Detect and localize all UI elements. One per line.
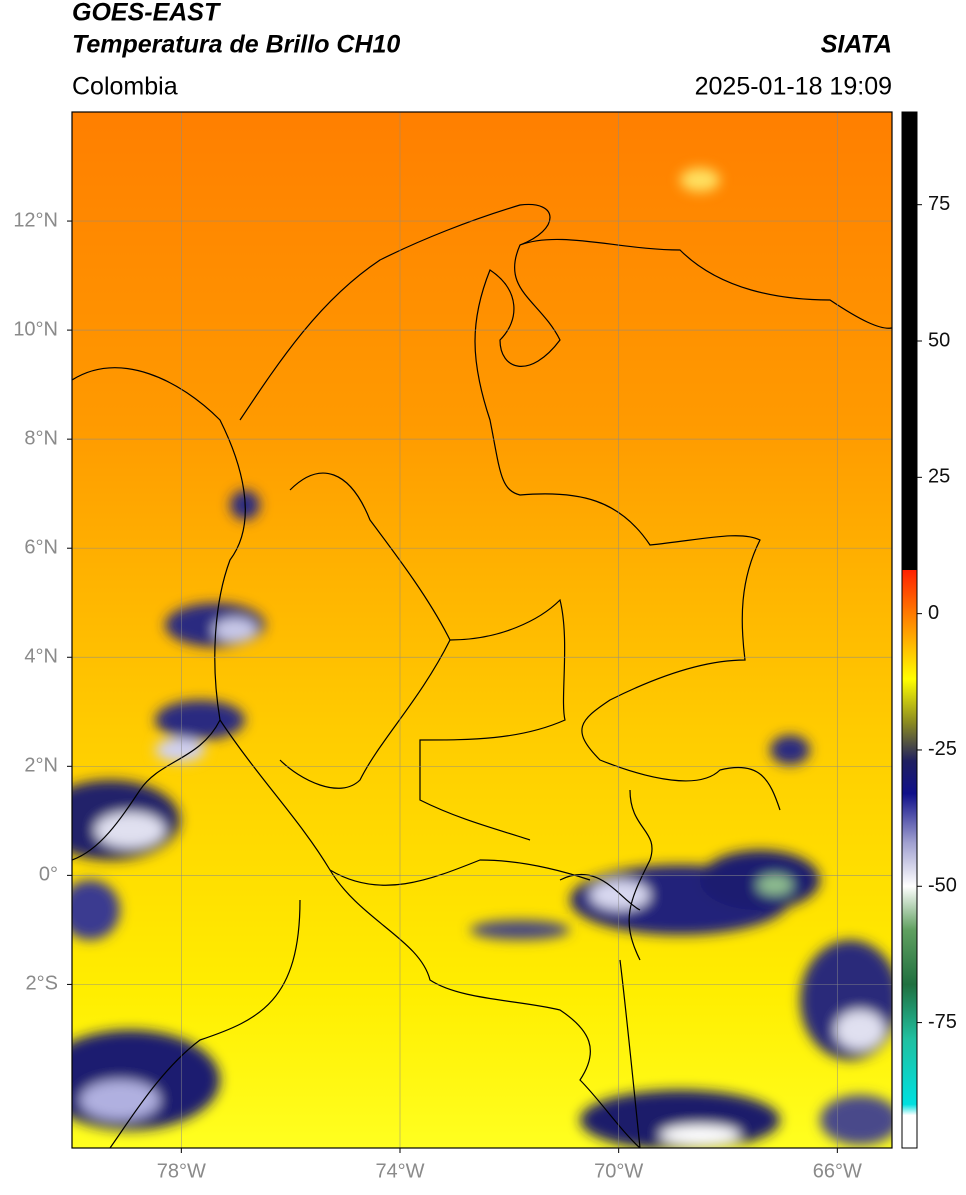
y-tick-label: 8°N	[24, 427, 58, 449]
map-frame	[71, 111, 893, 1149]
colorbar-tick-label: -50	[928, 875, 957, 897]
y-tick-label: 2°S	[26, 973, 58, 995]
x-tick-label: 66°W	[813, 1160, 862, 1182]
source: SIATA	[821, 31, 892, 59]
colorbar-tick-label: 50	[928, 329, 950, 351]
x-tick-label: 78°W	[157, 1160, 206, 1182]
y-tick-label: 2°N	[24, 755, 58, 777]
subtitle: Temperatura de Brillo CH10	[72, 31, 400, 59]
colorbar-tick-label: 25	[928, 466, 950, 488]
clouds	[72, 168, 892, 1148]
colorbar-tick-label: 0	[928, 602, 939, 624]
grid	[72, 112, 892, 1148]
title: GOES-EAST	[72, 0, 222, 27]
colorbar-tick-label: -75	[928, 1011, 957, 1033]
region: Colombia	[72, 73, 178, 101]
y-tick-label: 12°N	[13, 209, 58, 231]
y-tick-label: 6°N	[24, 536, 58, 558]
x-tick-label: 70°W	[594, 1160, 643, 1182]
datetime: 2025-01-18 19:09	[695, 73, 892, 101]
x-tick-label: 74°W	[375, 1160, 424, 1182]
y-tick-label: 4°N	[24, 646, 58, 668]
borders	[72, 203, 892, 1148]
y-tick-label: 10°N	[13, 318, 58, 340]
colorbar-tick-label: 75	[928, 193, 950, 215]
colorbar	[901, 111, 918, 1149]
satellite-image	[72, 112, 892, 1148]
colorbar-tick-label: -25	[928, 738, 957, 760]
y-tick-label: 0°	[39, 864, 58, 886]
